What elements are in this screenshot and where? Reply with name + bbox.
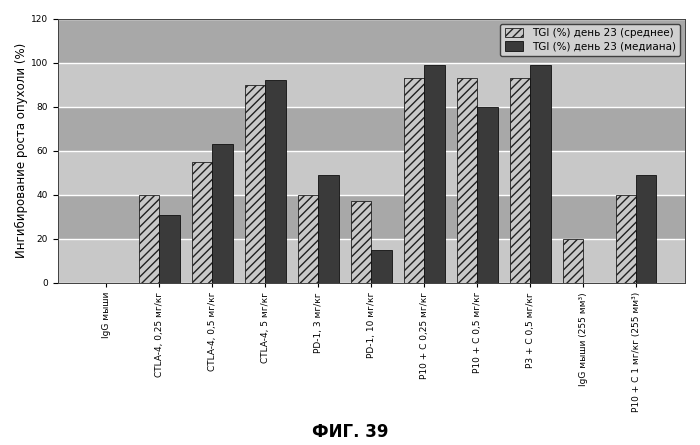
Bar: [139, 195, 160, 283]
Y-axis label: Ингибирование роста опухоли (%): Ингибирование роста опухоли (%): [15, 43, 28, 259]
Text: ФИГ. 39: ФИГ. 39: [312, 423, 388, 441]
Bar: [58, 239, 685, 283]
Bar: [636, 175, 657, 283]
Bar: [564, 239, 583, 283]
Bar: [405, 78, 424, 283]
Bar: [457, 78, 477, 283]
Bar: [298, 195, 318, 283]
Bar: [318, 175, 339, 283]
Bar: [372, 250, 391, 283]
Bar: [245, 85, 265, 283]
Bar: [265, 80, 286, 283]
Bar: [424, 65, 444, 283]
Bar: [58, 195, 685, 239]
Bar: [160, 214, 180, 283]
Bar: [58, 63, 685, 107]
Legend: TGI (%) день 23 (среднее), TGI (%) день 23 (медиана): TGI (%) день 23 (среднее), TGI (%) день …: [500, 24, 680, 56]
Bar: [193, 162, 213, 283]
Bar: [510, 78, 531, 283]
Bar: [531, 65, 550, 283]
Bar: [477, 107, 498, 283]
Bar: [616, 195, 636, 283]
Bar: [58, 107, 685, 151]
Bar: [351, 202, 372, 283]
Bar: [213, 144, 232, 283]
Bar: [58, 19, 685, 63]
Bar: [58, 151, 685, 195]
